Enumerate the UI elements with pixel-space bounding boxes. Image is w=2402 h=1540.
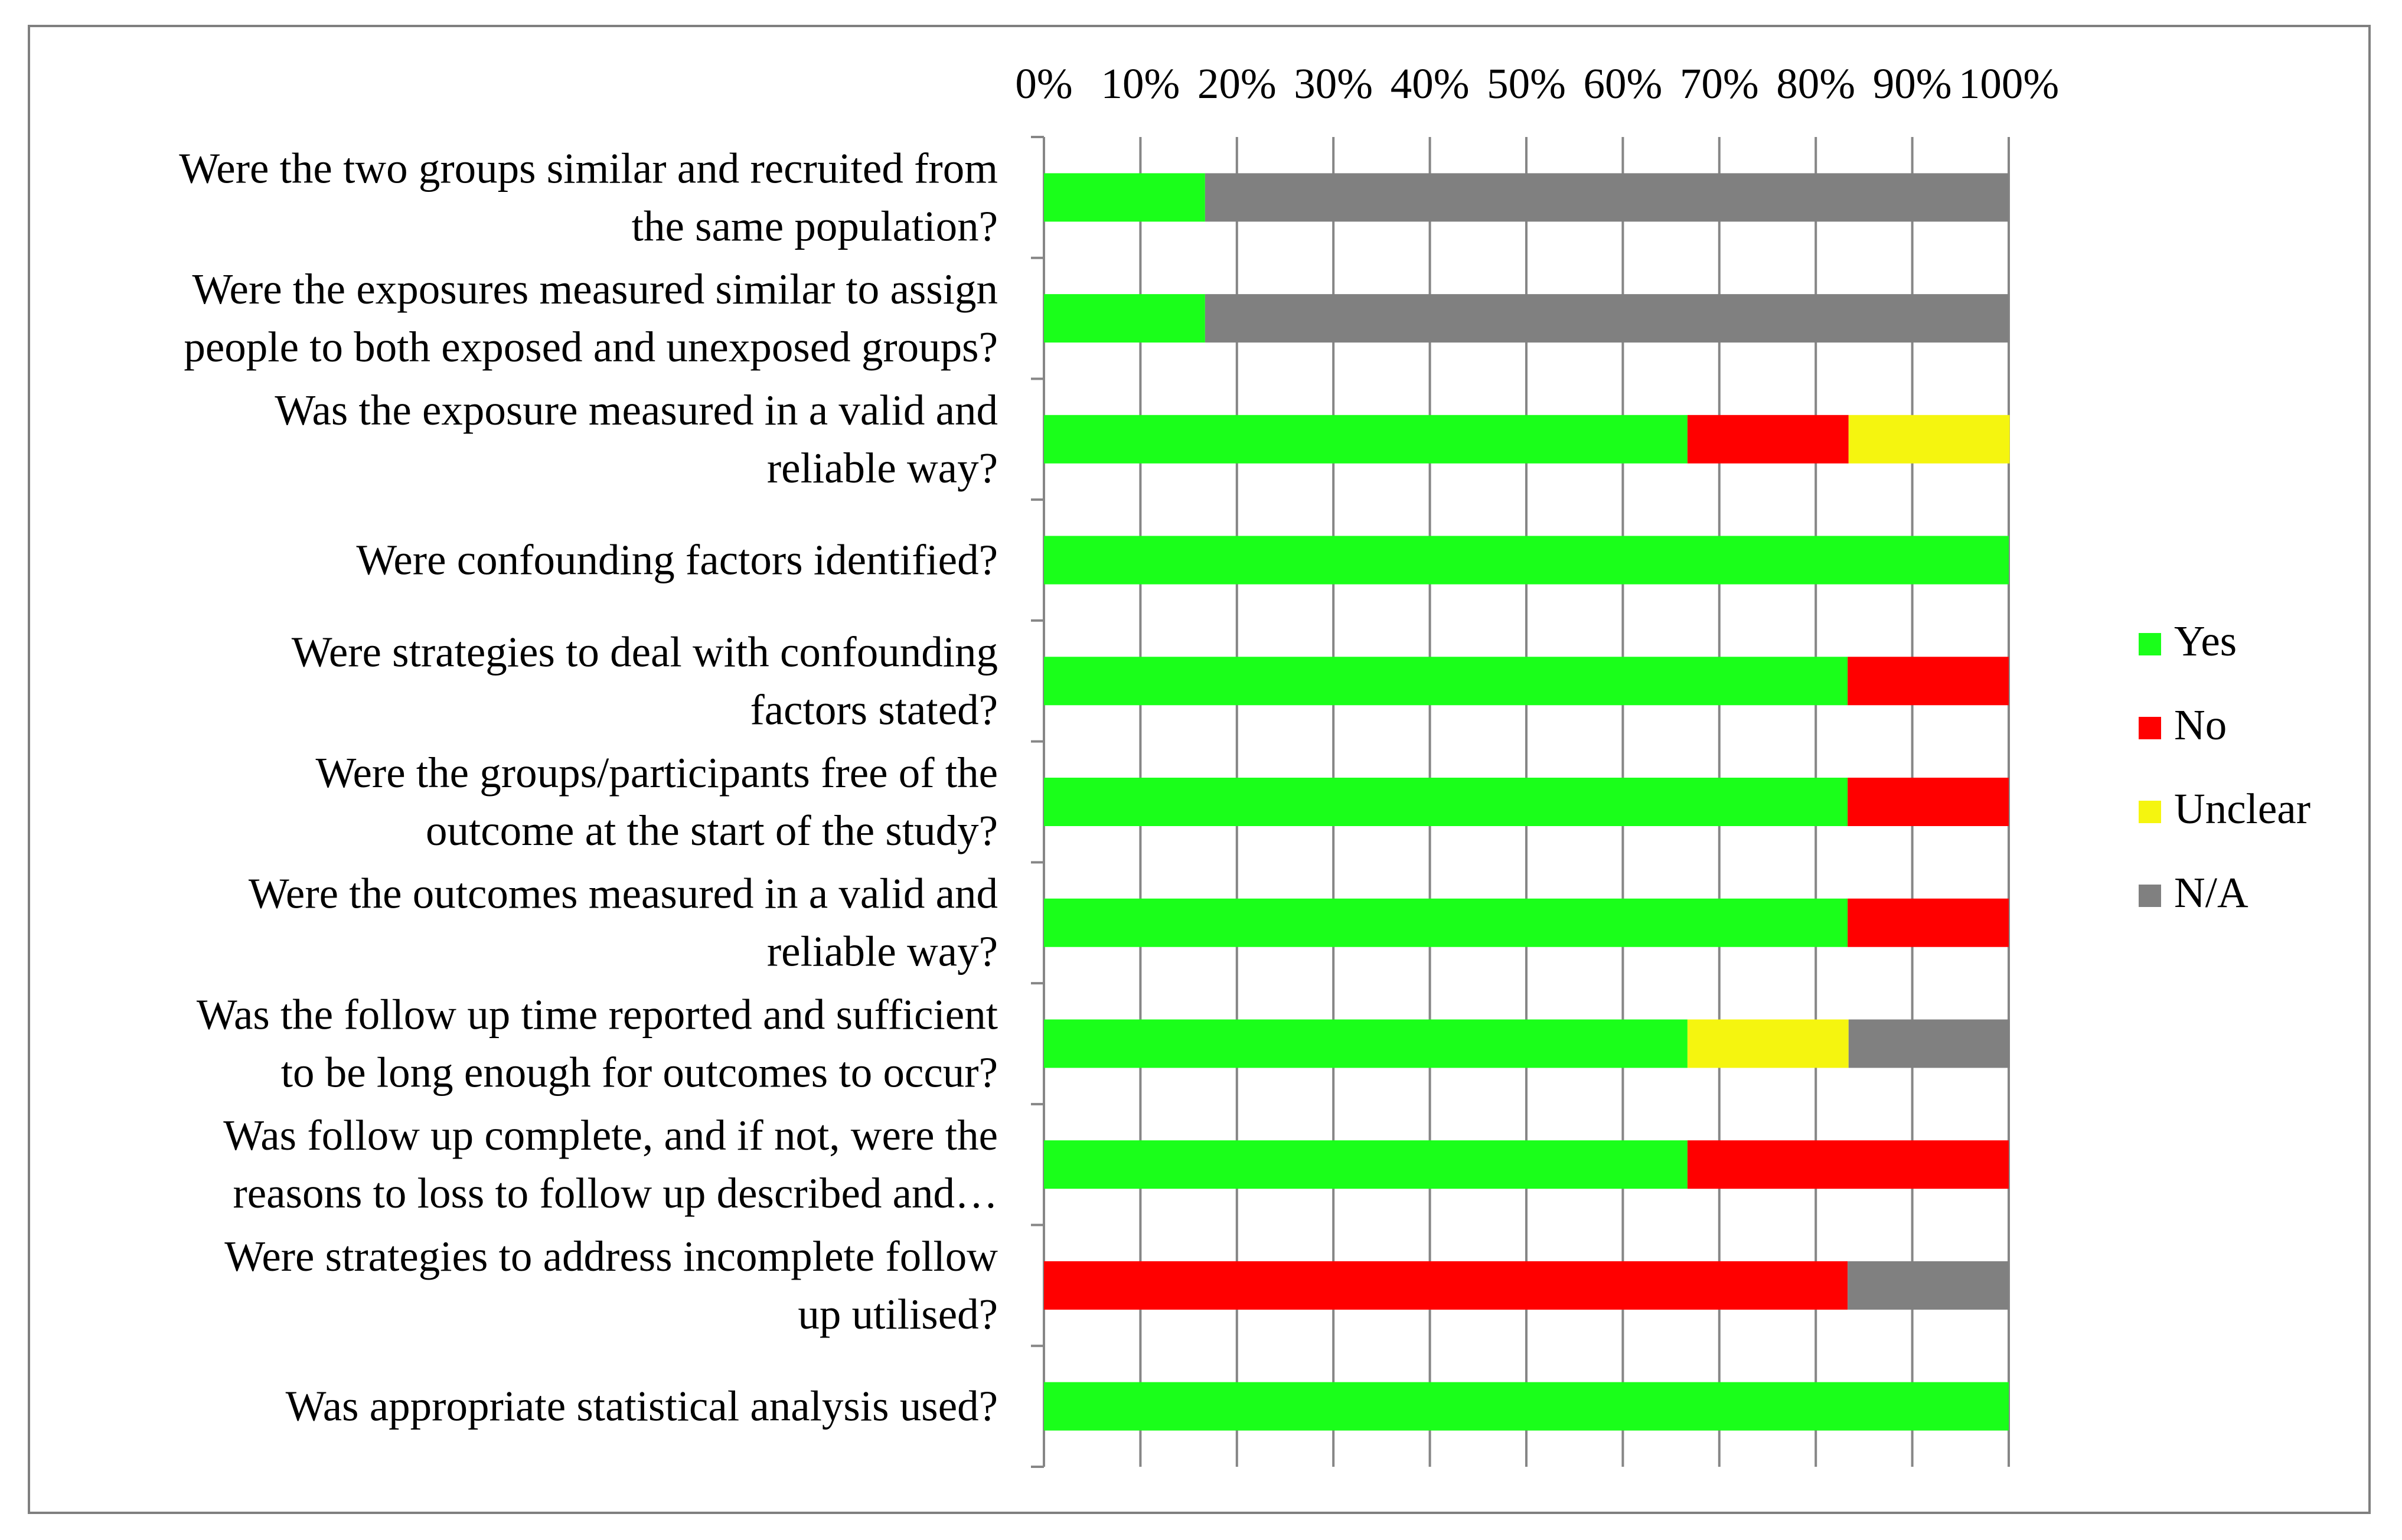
legend-swatch-unclear [2139,801,2161,823]
chart-frame [28,25,2371,1514]
x-axis-ticks: 0% 10% 20% 30% 40% 50% 60% 70% 80% 90% 100% [1015,60,2059,107]
legend: Yes No Unclear N/A [2139,617,2310,916]
bar-unclear [1848,415,2010,464]
category-label: Were confounding factors identified? [356,536,998,584]
bar-yes [1044,173,1205,222]
x-tick-label: 30% [1294,60,1373,107]
bar-no [1044,1261,1848,1310]
bar-no [1687,1140,2009,1189]
x-tick-label: 20% [1197,60,1277,107]
bar-yes [1044,415,1688,464]
category-label: Was the exposure measured in a valid and… [275,386,998,492]
x-tick-label: 0% [1015,60,1072,107]
category-label: Were the groups/participants free of the… [315,749,998,854]
x-tick-label: 60% [1583,60,1662,107]
x-tick-label: 100% [1959,60,2059,107]
category-label: Were the exposures measured similar to a… [184,265,998,371]
bar-yes [1044,1382,2009,1431]
x-tick-label: 10% [1101,60,1180,107]
category-label: Were strategies to deal with confounding… [292,628,998,733]
bar-no [1687,415,1849,464]
bar-no [1848,778,2009,826]
category-axis [1031,136,1045,1468]
category-label: Was the follow up time reported and suff… [197,990,998,1096]
bar-unclear [1687,1019,1849,1068]
category-label: Was appropriate statistical analysis use… [286,1382,998,1430]
x-tick-label: 70% [1680,60,1759,107]
bar-n-a [1848,1019,2010,1068]
category-label: Was follow up complete, and if not, were… [223,1111,998,1217]
legend-swatch-no [2139,717,2161,739]
legend-label-yes: Yes [2174,617,2237,665]
legend-label-unclear: Unclear [2174,785,2310,833]
bar-n-a [1848,1261,2009,1310]
category-labels: Were the two groups similar and recruite… [179,144,998,1430]
bar-yes [1044,294,1205,343]
bar-no [1848,898,2009,947]
x-tick-label: 90% [1873,60,1952,107]
bar-n-a [1205,294,2009,343]
bars [1044,173,2010,1431]
x-tick-label: 50% [1487,60,1566,107]
category-label: Were strategies to address incomplete fo… [224,1232,998,1338]
bar-no [1848,657,2009,706]
legend-label-no: No [2174,701,2227,749]
category-label: Were the two groups similar and recruite… [179,144,998,250]
x-tick-label: 40% [1391,60,1470,107]
bar-yes [1044,898,1848,947]
legend-label-n-a: N/A [2174,869,2248,916]
bar-yes [1044,778,1848,826]
bar-n-a [1205,173,2009,222]
legend-swatch-yes [2139,633,2161,655]
bar-yes [1044,536,2009,585]
legend-swatch-n-a [2139,885,2161,907]
bar-yes [1044,1140,1688,1189]
category-label: Were the outcomes measured in a valid an… [249,870,998,975]
bar-yes [1044,1019,1688,1068]
x-tick-label: 80% [1776,60,1855,107]
bar-yes [1044,657,1848,706]
